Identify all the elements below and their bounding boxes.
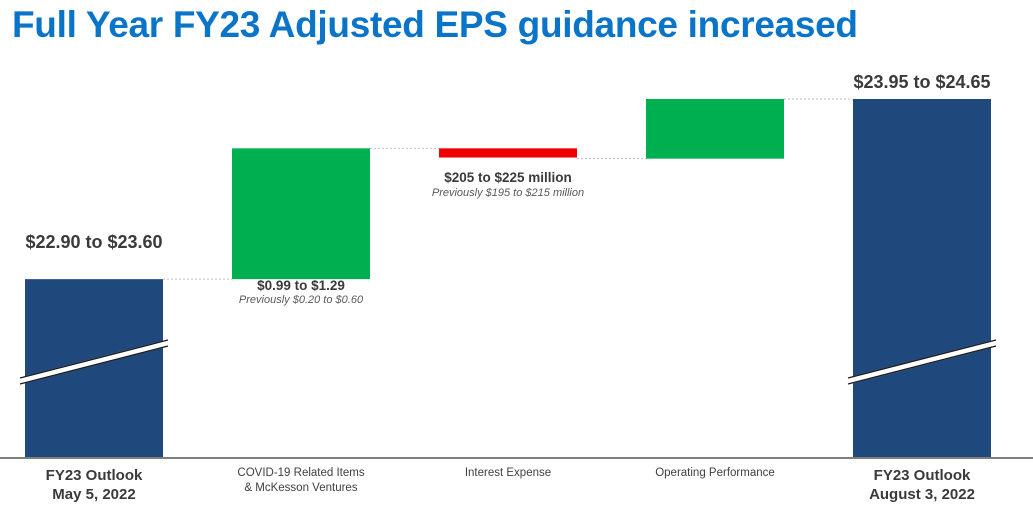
data-note-3: Previously $195 to $215 million	[432, 187, 584, 199]
axis-break-gap-left	[19, 339, 169, 385]
axis-break-line-lower	[847, 345, 997, 385]
axis-break-line-upper	[847, 339, 997, 379]
category-label-4-line-1: Operating Performance	[655, 467, 775, 479]
axis-break-gap-right	[847, 339, 997, 385]
bar-4	[646, 99, 784, 159]
data-label-2: $0.99 to $1.29	[257, 278, 345, 293]
category-label-1-line-1: FY23 Outlook	[46, 467, 143, 484]
bar-5	[853, 99, 991, 457]
category-label-3-line-1: Interest Expense	[465, 467, 551, 479]
category-label-2-line-2: & McKesson Ventures	[244, 482, 357, 494]
bar-1	[25, 279, 163, 457]
category-label-2-line-1: COVID-19 Related Items	[237, 467, 364, 479]
axis-break-line-lower	[19, 345, 169, 385]
bar-2	[232, 148, 370, 280]
data-label-5: $23.95 to $24.65	[853, 72, 990, 92]
data-label-3: $205 to $225 million	[444, 170, 572, 185]
page-title: Full Year FY23 Adjusted EPS guidance inc…	[12, 4, 858, 45]
data-note-2: Previously $0.20 to $0.60	[239, 294, 364, 306]
category-label-5-line-1: FY23 Outlook	[874, 467, 971, 484]
category-label-1-line-2: May 5, 2022	[52, 486, 135, 503]
bar-3	[439, 148, 577, 158]
category-label-5-line-2: August 3, 2022	[869, 486, 975, 503]
axis-break-line-upper	[19, 339, 169, 379]
data-label-1: $22.90 to $23.60	[25, 232, 162, 252]
